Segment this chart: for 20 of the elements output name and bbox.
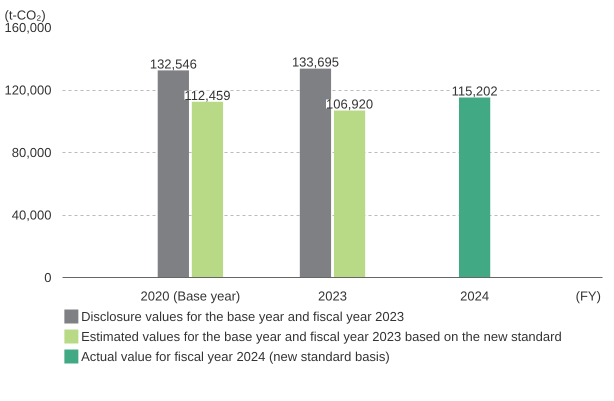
data-label: 112,459 [184,88,230,103]
data-label: 115,202 [452,83,498,98]
x-tick-label: 2020 (Base year) [140,288,240,304]
x-axis-title: (FY) [576,288,601,304]
legend-label: Disclosure values for the base year and fiscal year 2023 [81,309,404,324]
y-axis-title: (t-CO₂) [4,8,46,22]
y-tick-label: 120,000 [4,82,52,98]
legend-label: Estimated values for the base year and fiscal year 2023 based on the new standard [81,329,562,344]
y-tick-label: 40,000 [12,208,52,222]
bar [334,110,366,278]
x-tick-label: 2023 [318,288,347,304]
y-tick-label: 80,000 [12,145,52,160]
data-label: 106,920 [326,96,374,112]
data-label: 132,546 [150,56,197,72]
y-tick-label: 0 [44,270,52,285]
x-tick-label: 2024 [460,288,490,304]
data-label: 133,695 [292,54,339,70]
bar [458,97,490,278]
bar [192,102,224,278]
legend-label: Actual value for fiscal year 2024 (new standard basis) [81,349,390,364]
